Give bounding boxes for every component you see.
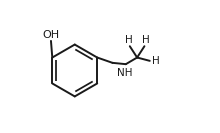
Text: H: H [152,56,160,66]
Text: NH: NH [117,68,133,78]
Text: H: H [125,35,133,45]
Text: H: H [142,35,149,45]
Text: OH: OH [42,30,60,40]
